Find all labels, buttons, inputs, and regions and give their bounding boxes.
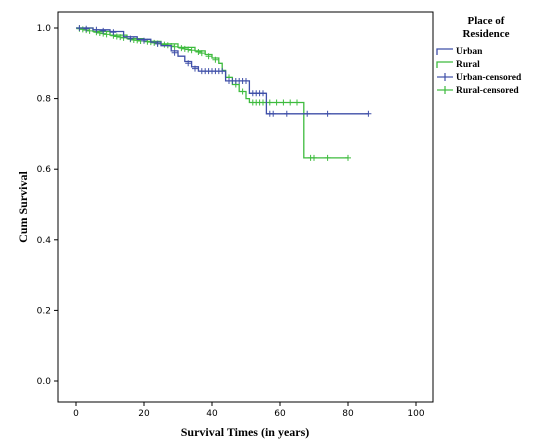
urban-censor-mark xyxy=(219,68,226,75)
rural-censor-mark xyxy=(280,99,287,106)
legend-swatch-rural xyxy=(436,61,453,68)
rural-censor-mark xyxy=(287,99,294,106)
rural-censor-mark xyxy=(273,99,280,106)
rural-censor-mark xyxy=(195,49,202,56)
urban-censor-mark xyxy=(154,40,161,47)
rural-censor-mark xyxy=(212,56,219,63)
y-tick-label: 0.4 xyxy=(37,236,52,246)
series-layer xyxy=(76,25,372,161)
rural-censor-mark xyxy=(103,31,110,38)
rural-censor-mark xyxy=(117,34,124,41)
urban-censor-mark xyxy=(76,25,83,31)
rural-censor-mark xyxy=(96,29,103,36)
legend-label-urban: Urban xyxy=(456,47,483,57)
rural-censor-mark xyxy=(86,27,93,34)
y-axis: 0.0 0.2 0.4 0.6 0.8 1.0 xyxy=(37,24,58,387)
urban-censor-mark xyxy=(243,77,249,84)
x-tick-label: 60 xyxy=(274,409,286,419)
x-axis: 0 20 40 60 80 100 xyxy=(73,402,425,419)
rural-censor-mark xyxy=(185,46,192,53)
urban-censor-mark xyxy=(127,35,134,42)
y-tick-label: 0.6 xyxy=(37,165,52,175)
rural-censor-mark xyxy=(205,53,212,60)
legend-label-urban-censored: Urban-censored xyxy=(456,73,522,83)
rural-censor-mark xyxy=(198,50,205,57)
urban-censor-mark xyxy=(324,110,331,117)
legend-label-rural-censored: Rural-censored xyxy=(456,86,519,96)
urban-censor-mark xyxy=(100,27,107,34)
legend-label-rural: Rural xyxy=(456,60,480,70)
rural-censor-mark xyxy=(239,88,246,95)
urban-censor-mark xyxy=(83,25,90,32)
rural-censor-mark xyxy=(311,154,317,161)
y-tick-label: 0.0 xyxy=(37,377,52,387)
x-axis-title: Survival Times (in years) xyxy=(181,425,310,439)
urban-censor-mark xyxy=(260,90,266,97)
urban-censor-mark xyxy=(304,110,311,117)
rural-censor-mark xyxy=(161,41,168,48)
urban-censor-mark xyxy=(365,110,372,117)
urban-censor-mark xyxy=(141,37,147,44)
urban-censor-mark xyxy=(171,49,178,56)
y-axis-title: Cum Survival xyxy=(16,171,30,243)
rural-censor-mark xyxy=(188,47,195,54)
y-tick-label: 0.2 xyxy=(37,306,51,316)
legend: Place of Residence Urban Rural Urban-censo… xyxy=(436,15,522,96)
urban-censor-mark xyxy=(110,29,117,36)
x-tick-label: 20 xyxy=(138,409,150,419)
legend-swatch-urban xyxy=(436,48,453,55)
rural-censor-mark xyxy=(345,154,351,161)
x-tick-label: 80 xyxy=(342,409,354,419)
rural-censor-mark xyxy=(324,154,331,161)
rural-censor-mark xyxy=(113,33,120,40)
rural-censor-mark xyxy=(266,99,273,106)
rural-censor-mark xyxy=(151,39,158,46)
urban-censor-mark xyxy=(185,60,192,67)
urban-censor-mark xyxy=(93,26,100,33)
x-tick-label: 0 xyxy=(73,409,79,419)
legend-title-line1: Place of xyxy=(468,15,505,27)
x-tick-label: 40 xyxy=(206,409,218,419)
urban-censor-mark xyxy=(283,110,290,117)
rural-censor-mark xyxy=(171,43,178,50)
legend-title-line2: Residence xyxy=(462,28,509,40)
rural-censor-mark xyxy=(294,99,300,106)
plot-frame xyxy=(57,11,434,403)
y-tick-label: 1.0 xyxy=(37,24,52,34)
x-tick-label: 100 xyxy=(407,409,424,419)
urban-censor-mark xyxy=(270,110,277,117)
rural-censor-mark xyxy=(181,45,188,52)
urban-censor-mark xyxy=(192,65,198,72)
y-tick-label: 0.8 xyxy=(37,95,52,105)
rural-survival-line xyxy=(76,27,348,159)
rural-censor-mark xyxy=(178,45,185,52)
